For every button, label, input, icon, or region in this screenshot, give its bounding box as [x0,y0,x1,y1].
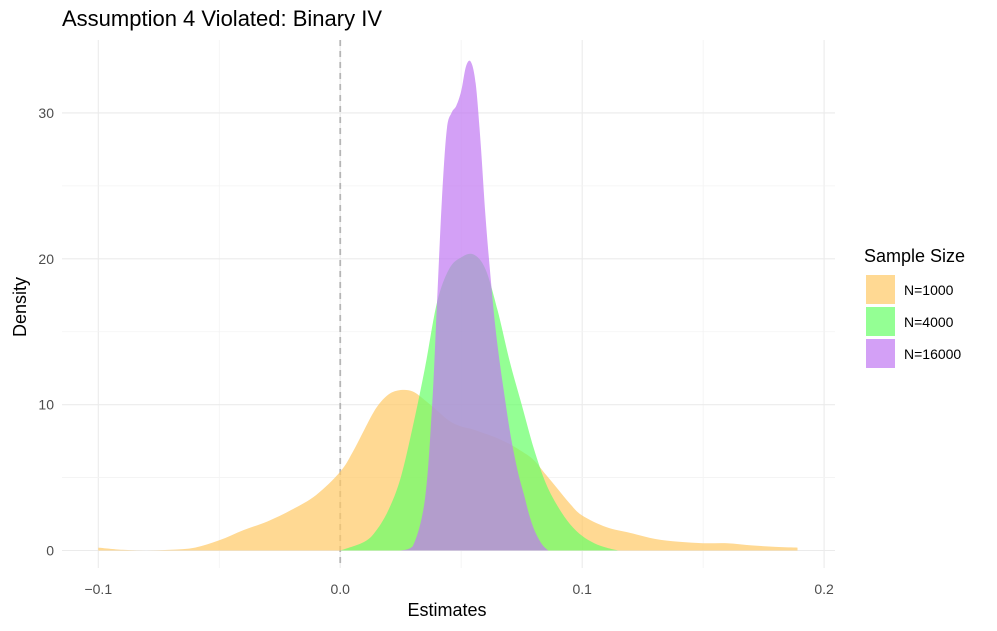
x-axis-ticks: −0.1 0.0 0.1 0.2 [84,581,834,597]
y-tick-label: 20 [38,251,54,267]
legend-label: N=1000 [904,282,954,298]
legend-label: N=4000 [904,314,954,330]
y-axis-title: Density [10,277,30,337]
x-tick-label: −0.1 [84,581,112,597]
x-tick-label: 0.1 [572,581,592,597]
x-axis-title: Estimates [407,600,486,620]
x-tick-label: 0.2 [814,581,834,597]
x-tick-label: 0.0 [330,581,350,597]
legend-swatch [866,339,895,368]
density-areas [98,60,798,551]
legend-label: N=16000 [904,346,961,362]
y-tick-label: 30 [38,105,54,121]
legend-swatch [866,307,895,336]
y-tick-label: 10 [38,397,54,413]
legend-title: Sample Size [864,246,965,266]
chart-title: Assumption 4 Violated: Binary IV [62,6,382,31]
y-axis-ticks: 0 10 20 30 [38,105,54,559]
legend: Sample Size N=1000 N=4000 N=16000 [864,246,965,368]
legend-swatch [866,275,895,304]
y-tick-label: 0 [46,542,54,558]
density-area-series-3 [400,60,549,551]
